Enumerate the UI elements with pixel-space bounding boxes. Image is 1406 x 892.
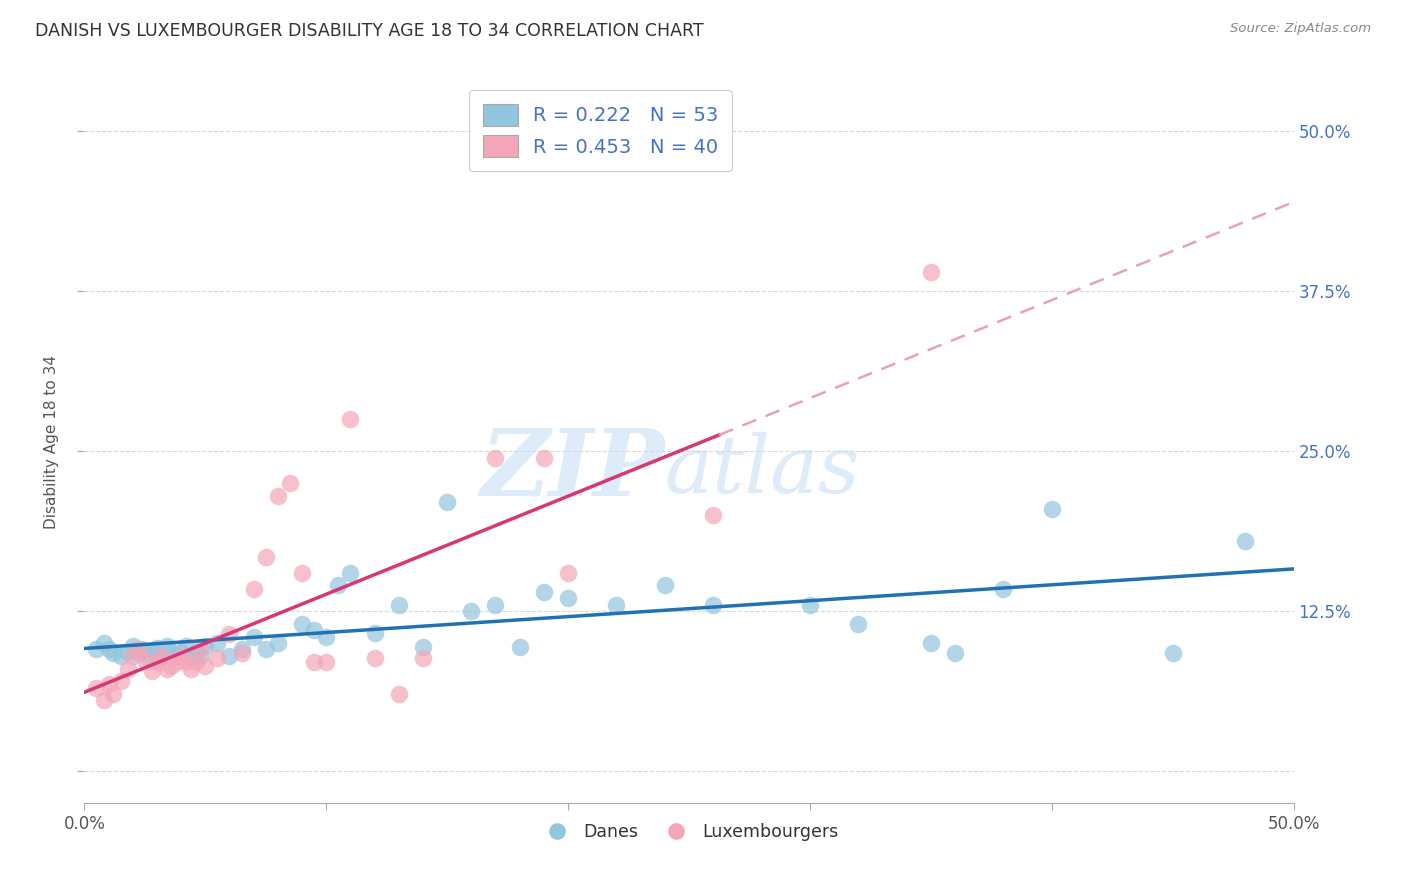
Point <box>484 450 506 465</box>
Point <box>1234 533 1257 548</box>
Point <box>194 659 217 673</box>
Point <box>146 641 169 656</box>
Point <box>231 646 253 660</box>
Point <box>291 616 314 631</box>
Point <box>920 636 942 650</box>
Point <box>103 687 125 701</box>
Point <box>121 648 143 663</box>
Point <box>127 642 149 657</box>
Point <box>1040 501 1063 516</box>
Point <box>180 661 202 675</box>
Point <box>412 640 434 654</box>
Point <box>533 450 555 465</box>
Point <box>110 648 132 663</box>
Point <box>328 578 350 592</box>
Point <box>207 651 229 665</box>
Point <box>1161 646 1184 660</box>
Point <box>702 598 724 612</box>
Point <box>93 636 115 650</box>
Point <box>943 646 966 660</box>
Point <box>242 582 264 597</box>
Point <box>93 693 115 707</box>
Point <box>242 630 264 644</box>
Point <box>103 646 125 660</box>
Point <box>86 681 108 695</box>
Point <box>184 645 207 659</box>
Point <box>160 659 183 673</box>
Point <box>339 566 361 580</box>
Point <box>412 651 434 665</box>
Point <box>339 412 361 426</box>
Point <box>146 655 169 669</box>
Point <box>254 642 277 657</box>
Point <box>557 591 579 606</box>
Point <box>302 623 325 637</box>
Point <box>267 489 290 503</box>
Point <box>160 645 183 659</box>
Point <box>110 674 132 689</box>
Point <box>460 604 482 618</box>
Point <box>484 598 506 612</box>
Point <box>165 648 187 663</box>
Point <box>150 648 173 663</box>
Point <box>141 645 163 659</box>
Point <box>278 476 301 491</box>
Point <box>127 646 149 660</box>
Text: DANISH VS LUXEMBOURGER DISABILITY AGE 18 TO 34 CORRELATION CHART: DANISH VS LUXEMBOURGER DISABILITY AGE 18… <box>35 22 704 40</box>
Point <box>190 648 212 663</box>
Point <box>170 648 193 663</box>
Point <box>136 648 159 663</box>
Point <box>97 677 120 691</box>
Point <box>155 639 177 653</box>
Point <box>86 642 108 657</box>
Point <box>388 598 411 612</box>
Point <box>254 550 277 565</box>
Point <box>363 651 385 665</box>
Point <box>155 661 177 675</box>
Point <box>799 598 821 612</box>
Point <box>165 655 187 669</box>
Text: ZIP: ZIP <box>481 425 665 516</box>
Point <box>846 616 869 631</box>
Point <box>117 645 139 659</box>
Point <box>267 636 290 650</box>
Point <box>141 664 163 678</box>
Point <box>509 640 531 654</box>
Point <box>150 648 173 663</box>
Point <box>194 639 217 653</box>
Point <box>134 652 156 666</box>
Point <box>993 582 1015 597</box>
Point <box>174 655 197 669</box>
Point <box>605 598 627 612</box>
Point <box>533 584 555 599</box>
Text: Source: ZipAtlas.com: Source: ZipAtlas.com <box>1230 22 1371 36</box>
Point <box>557 566 579 580</box>
Point <box>97 642 120 657</box>
Point <box>190 642 212 657</box>
Point <box>702 508 724 522</box>
Point <box>315 655 337 669</box>
Point <box>117 661 139 675</box>
Point <box>218 627 240 641</box>
Point <box>174 639 197 653</box>
Point <box>180 648 202 663</box>
Point <box>121 639 143 653</box>
Point <box>207 636 229 650</box>
Point <box>184 655 207 669</box>
Legend: Danes, Luxembourgers: Danes, Luxembourgers <box>533 816 845 848</box>
Point <box>654 578 676 592</box>
Point <box>363 625 385 640</box>
Point <box>436 495 458 509</box>
Point <box>920 265 942 279</box>
Point <box>218 648 240 663</box>
Point <box>388 687 411 701</box>
Text: atlas: atlas <box>665 432 860 509</box>
Point <box>131 642 153 657</box>
Point <box>231 642 253 657</box>
Y-axis label: Disability Age 18 to 34: Disability Age 18 to 34 <box>44 354 59 529</box>
Point <box>302 655 325 669</box>
Point <box>170 645 193 659</box>
Point <box>315 630 337 644</box>
Point <box>291 566 314 580</box>
